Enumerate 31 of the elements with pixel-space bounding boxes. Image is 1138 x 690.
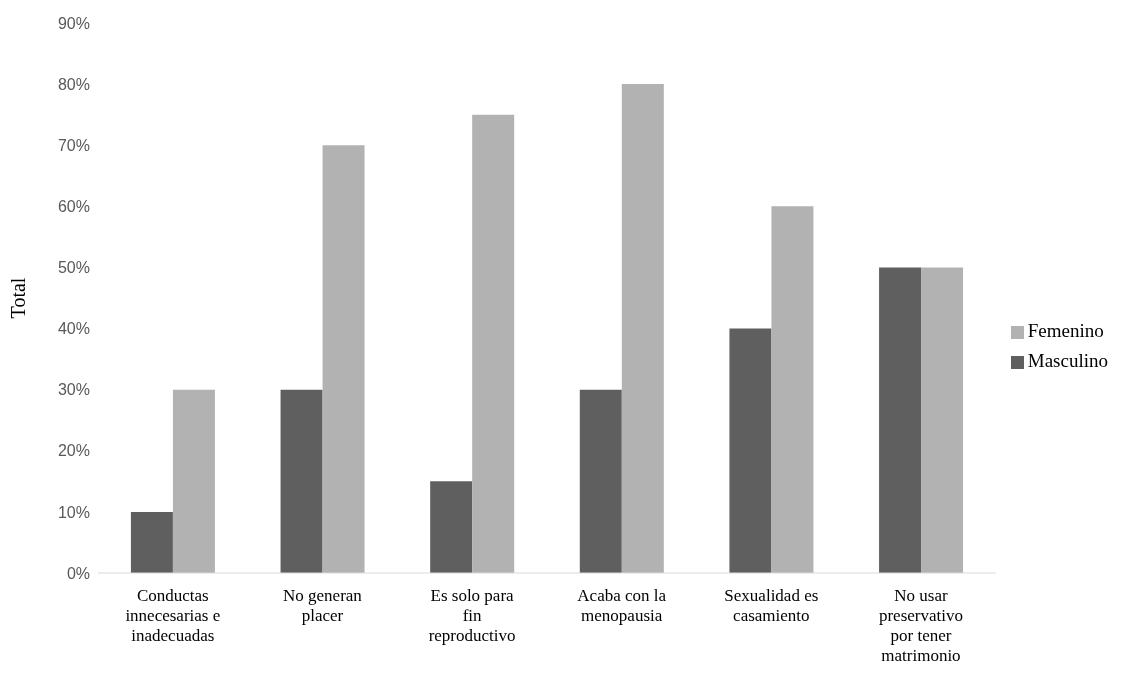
bar — [621, 84, 664, 573]
legend-label: Femenino — [1027, 319, 1104, 341]
y-tick-label: 0% — [66, 564, 90, 582]
bar — [322, 145, 365, 573]
bar — [879, 267, 922, 573]
x-tick-label: Acaba con la menopausia — [577, 586, 667, 625]
x-tick-label: No usar preservativo por tener matrimonio — [878, 586, 963, 665]
y-tick-label: 40% — [57, 320, 90, 338]
bar — [172, 389, 215, 573]
bar — [921, 267, 964, 573]
bar — [472, 114, 515, 573]
x-tick-label: Conductas innecesarias e inadecuadas — [125, 586, 221, 645]
y-tick-label: 10% — [57, 503, 90, 521]
legend-label: Masculino — [1027, 349, 1108, 371]
x-tick-label: Sexualidad es casamiento — [724, 586, 819, 625]
y-tick-label: 50% — [57, 259, 90, 277]
bar — [771, 206, 814, 573]
y-tick-label: 80% — [57, 75, 90, 93]
x-tick-label: No generan placer — [283, 586, 363, 625]
bar — [280, 389, 323, 573]
bar — [130, 511, 173, 573]
y-tick-label: 90% — [57, 14, 90, 32]
y-tick-label: 60% — [57, 198, 90, 216]
bar — [579, 389, 622, 573]
y-tick-label: 20% — [57, 442, 90, 460]
y-tick-label: 30% — [57, 381, 90, 399]
y-axis-title: Total — [7, 277, 30, 319]
bar — [729, 328, 772, 573]
y-tick-label: 70% — [57, 136, 90, 154]
x-tick-label: Es solo para fin reproductivo — [428, 586, 516, 645]
bar — [430, 481, 473, 573]
